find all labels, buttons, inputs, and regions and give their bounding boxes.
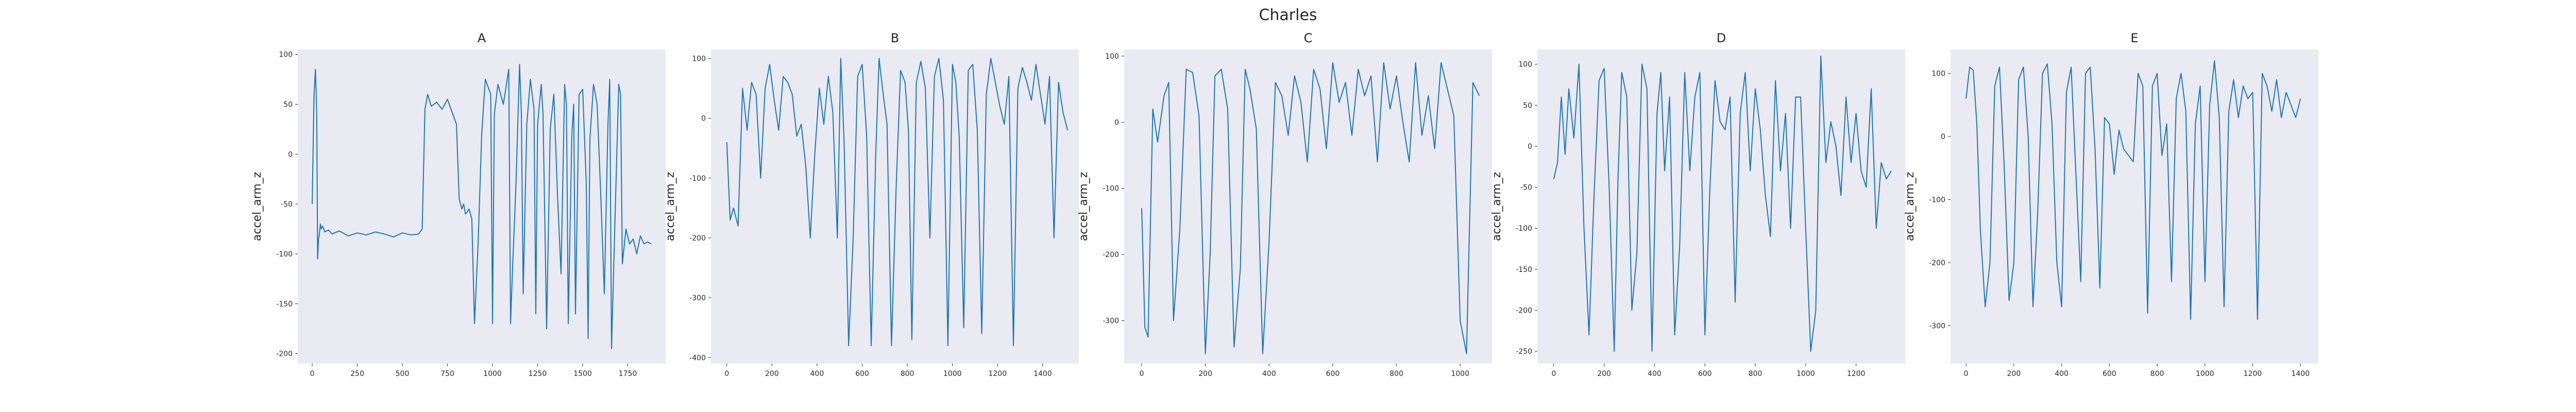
y-tick-label: 0 — [288, 150, 293, 159]
plot-area — [711, 49, 1079, 364]
x-tick-label: 400 — [810, 370, 824, 378]
y-tick-label: 50 — [283, 101, 293, 109]
series-line — [1141, 62, 1480, 354]
x-tick-label: 1000 — [2196, 370, 2214, 378]
plot-area — [1124, 49, 1492, 364]
y-tick-label: -200 — [1516, 306, 1532, 315]
plot-area-group: B0 200 400 600 800 1000 1200 1400-400-300-200-1… — [664, 31, 1079, 378]
y-tick-label: -100 — [689, 175, 706, 183]
y-tick-label: -100 — [276, 250, 293, 259]
y-tick-label: 100 — [692, 55, 706, 63]
y-tick-label: -300 — [689, 294, 706, 302]
plot-area-group: D0 200 400 600 800 1000 1200-250-200-150-100-5… — [1490, 31, 1905, 378]
subplot-title: D — [1717, 31, 1726, 45]
x-tick-label: 1400 — [1033, 370, 1052, 378]
y-tick-label: -250 — [1516, 348, 1532, 356]
x-tick-label: 1250 — [529, 370, 547, 378]
y-tick-label: 100 — [1105, 53, 1119, 61]
subplot-c: C 0 200 400 600 800 1000 -300 -200 -100 0 100 accel_… — [1077, 31, 1492, 378]
y-tick-label: 100 — [1518, 61, 1532, 69]
y-tick-label: -50 — [1520, 184, 1532, 192]
y-axis-label: accel_arm_z — [664, 172, 677, 241]
x-tick-label: 200 — [2007, 370, 2021, 378]
x-tick-label: 800 — [1389, 370, 1403, 378]
series-line — [312, 64, 652, 349]
y-tick-label: 0 — [1528, 143, 1532, 151]
x-tick-label: 0 — [310, 370, 315, 378]
y-tick-label: -300 — [1929, 322, 1945, 331]
x-tick-label: 1200 — [2244, 370, 2262, 378]
x-tick-label: 1500 — [573, 370, 592, 378]
x-tick-label: 500 — [396, 370, 410, 378]
subplot-title: C — [1304, 31, 1313, 45]
subplot-b: B0 200 400 600 800 1000 1200 1400-400-300-200-1… — [664, 31, 1079, 378]
x-tick-label: 1000 — [943, 370, 962, 378]
x-tick-label: 0 — [1551, 370, 1556, 378]
x-tick-label: 0 — [1140, 370, 1144, 378]
y-tick-label: -200 — [1929, 259, 1945, 267]
series-line — [1553, 55, 1892, 352]
plot-area — [1537, 49, 1905, 364]
y-tick-label: -200 — [689, 234, 706, 243]
x-tick-label: 200 — [1198, 370, 1212, 378]
y-tick-label: 50 — [1523, 101, 1532, 110]
y-tick-label: -150 — [276, 300, 293, 308]
x-tick-label: 750 — [440, 370, 454, 378]
y-tick-label: -200 — [276, 350, 293, 358]
subplot-title: B — [891, 31, 899, 45]
y-tick-label: -400 — [689, 354, 706, 362]
subplot-e: E 0 200 400 600 800 1000 1200 1400 -300 -200 -100 0 1… — [1904, 31, 2318, 378]
plot-area-group: E 0 200 400 600 800 1000 1200 1400 -300 -200 -100 0 1… — [1904, 31, 2318, 378]
y-tick-label: -100 — [1103, 185, 1119, 193]
y-tick-label: 0 — [1114, 118, 1119, 127]
y-tick-label: -50 — [281, 200, 293, 209]
series-line — [726, 58, 1069, 347]
y-tick-label: -200 — [1103, 251, 1119, 259]
y-axis-label: accel_arm_z — [251, 172, 264, 241]
y-tick-label: 0 — [701, 115, 706, 123]
x-tick-label: 400 — [1262, 370, 1276, 378]
x-tick-label: 600 — [2103, 370, 2116, 378]
figure-title: Charles — [1259, 6, 1317, 24]
y-tick-label: 100 — [279, 51, 293, 59]
y-tick-label: -300 — [1103, 317, 1119, 325]
x-tick-label: 1000 — [483, 370, 502, 378]
plot-area — [298, 49, 666, 364]
x-tick-label: 1400 — [2291, 370, 2310, 378]
x-tick-label: 600 — [1326, 370, 1340, 378]
y-tick-label: -100 — [1929, 196, 1945, 204]
x-tick-label: 1000 — [1797, 370, 1815, 378]
y-tick-label: -150 — [1516, 266, 1532, 274]
x-tick-label: 400 — [1648, 370, 1662, 378]
x-tick-label: 800 — [2150, 370, 2164, 378]
x-tick-label: 800 — [901, 370, 914, 378]
subplot-a: A0 250 500 750 1000 1250 1500 1750-200-150-100-… — [251, 31, 666, 378]
x-tick-label: 1200 — [988, 370, 1007, 378]
x-tick-label: 200 — [1597, 370, 1611, 378]
y-axis-label: accel_arm_z — [1077, 172, 1090, 241]
x-tick-label: 1000 — [1451, 370, 1469, 378]
x-tick-label: 600 — [855, 370, 869, 378]
subplot-d: D0 200 400 600 800 1000 1200-250-200-150-100-5… — [1490, 31, 1905, 378]
y-tick-label: -100 — [1516, 225, 1532, 233]
x-tick-label: 1750 — [619, 370, 637, 378]
series-line — [1965, 60, 2301, 320]
x-tick-label: 400 — [2055, 370, 2069, 378]
x-tick-label: 1200 — [1847, 370, 1866, 378]
plot-area-group: A0 250 500 750 1000 1250 1500 1750-200-150-100-… — [251, 31, 666, 378]
y-tick-label: 0 — [1941, 133, 1945, 141]
y-axis-label: accel_arm_z — [1490, 172, 1503, 241]
y-tick-label: 100 — [1931, 70, 1945, 78]
x-tick-label: 600 — [1698, 370, 1712, 378]
subplot-title: E — [2130, 31, 2138, 45]
x-tick-label: 800 — [1749, 370, 1762, 378]
y-axis-label: accel_arm_z — [1904, 172, 1917, 241]
plot-area-group: C 0 200 400 600 800 1000 -300 -200 -100 0 100 accel_… — [1077, 31, 1492, 378]
x-tick-label: 0 — [1964, 370, 1969, 378]
x-tick-label: 0 — [724, 370, 729, 378]
subplot-title: A — [478, 31, 486, 45]
x-tick-label: 200 — [765, 370, 779, 378]
x-tick-label: 250 — [350, 370, 364, 378]
